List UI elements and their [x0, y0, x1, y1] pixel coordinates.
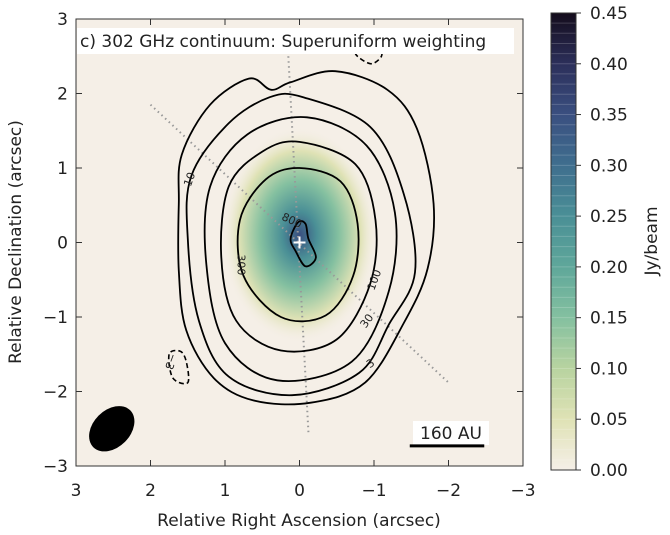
x-tick-label: −3 [510, 481, 535, 501]
colorbar-tick-label: 0.05 [590, 410, 628, 430]
y-tick-label: 2 [57, 85, 68, 105]
beam-ellipse [89, 406, 135, 452]
colorbar-tick-label: 0.25 [590, 207, 628, 227]
colorbar-tick-label: 0.40 [590, 55, 628, 75]
colorbar-tick-label: 0.45 [590, 4, 628, 24]
colorbar-ticks: 0.00 0.05 0.10 0.15 0.20 0.25 0.30 0.35 0.40 0.45 [576, 4, 628, 481]
continuum-emission [221, 127, 378, 344]
contour-line [185, 92, 417, 397]
contour-label: −3 [162, 352, 180, 372]
scale-bar-box [413, 421, 489, 445]
title-box [77, 28, 514, 54]
contour-line [236, 167, 360, 323]
contour-line [220, 140, 378, 353]
colorbar-levels [551, 22, 576, 461]
colorbar-tick-label: 0.10 [590, 359, 628, 379]
chart-title: c) 302 GHz continuum: Superuniform weigh… [80, 32, 486, 52]
colorbar-tick-label: 0.15 [590, 309, 628, 329]
colorbar-frame [550, 12, 577, 471]
colorbar-tick-label: 0.20 [590, 258, 628, 278]
y-tick-label: −3 [43, 457, 68, 477]
x-tick-label: 2 [145, 481, 156, 501]
contour-label: 300 [234, 254, 247, 275]
contour-line [177, 70, 436, 406]
scale-bar: 160 AU [409, 421, 489, 448]
colorbar-fill [551, 13, 576, 470]
y-tick-label: −2 [43, 383, 68, 403]
negative-contour-line [167, 349, 190, 385]
y-tick-label: 0 [57, 234, 68, 254]
y-tick-label: −1 [43, 308, 68, 328]
x-tick-label: 1 [220, 481, 231, 501]
contour-label: 10 [181, 171, 198, 189]
source-marker [293, 236, 306, 249]
colorbar-tick-label: 0.30 [590, 156, 628, 176]
contour-line [289, 220, 317, 268]
x-tick-label: −2 [436, 481, 461, 501]
scale-bar-label: 160 AU [420, 424, 482, 444]
x-axis-label: Relative Right Ascension (arcsec) [157, 511, 441, 531]
colorbar-tick-label: 0.35 [590, 106, 628, 126]
x-tick-label: 0 [294, 481, 305, 501]
y-tick-label: 3 [57, 10, 68, 30]
x-tick-label: 3 [71, 481, 82, 501]
contour-line [203, 116, 398, 382]
colorbar-tick-label: 0.00 [590, 461, 628, 481]
colorbar: 0.00 0.05 0.10 0.15 0.20 0.25 0.30 0.35 0.40 0.45… [550, 4, 662, 481]
colorbar-label: Jy/beam [642, 206, 662, 276]
x-tick-label: −1 [361, 481, 386, 501]
y-axis-label: Relative Declination (arcsec) [6, 120, 26, 364]
y-tick-label: 1 [57, 159, 68, 179]
